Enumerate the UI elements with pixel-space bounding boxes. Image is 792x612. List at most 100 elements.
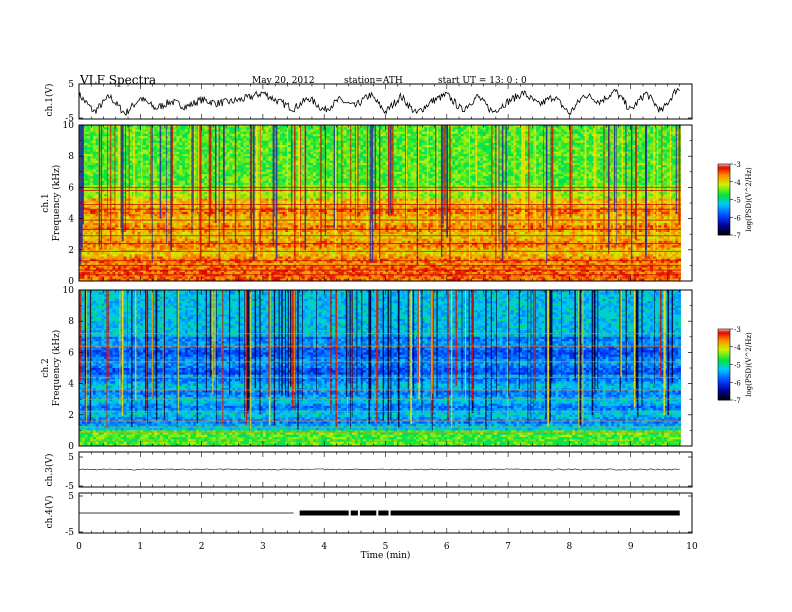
x-axis-label: Time (min) [361, 550, 411, 561]
colorbar-2-cell [718, 345, 730, 348]
colorbar-1-cell [718, 182, 730, 185]
colorbar-1-cell [718, 198, 730, 200]
colorbar-2-cell [718, 377, 730, 380]
colorbar-2-cell [718, 394, 730, 396]
start-time-label: start UT = 13: 0 : 0 [438, 76, 527, 86]
spectrogram-1-ytick-4: 4 [68, 215, 74, 225]
ch4-waveform-ylabel: ch.4(V) [44, 496, 55, 529]
colorbar-2-cell [718, 359, 730, 362]
colorbar-2-ticklabel--5: -5 [734, 362, 741, 370]
colorbar-1-cell [718, 206, 730, 209]
colorbar-1-cell [718, 191, 730, 193]
ch4-ytick-neg5: -5 [65, 528, 74, 538]
colorbar-2-cell [718, 381, 730, 383]
colorbar-2-cell [718, 396, 730, 399]
colorbar-2-cell [718, 358, 730, 361]
colorbar-1-ticklabel--7: -7 [734, 232, 741, 240]
colorbar-2-cell [718, 360, 730, 363]
colorbar-1-cell [718, 179, 730, 181]
colorbar-1-cell [718, 225, 730, 228]
colorbar-1-cell [718, 174, 730, 177]
colorbar-2-cell [718, 391, 730, 394]
colorbar-1-cell [718, 187, 730, 190]
colorbar-2-cell [718, 376, 730, 378]
colorbar-2-cell [718, 330, 730, 332]
colorbar-2-cell [718, 336, 730, 338]
colorbar-2-cell [718, 329, 730, 331]
spectrogram-1-ytick-8: 8 [68, 152, 74, 162]
colorbar-2-cell [718, 382, 730, 384]
colorbar-2-cell [718, 375, 730, 377]
colorbar-2-cell [718, 389, 730, 391]
colorbar-2-cell [718, 386, 730, 389]
colorbar-1-cell [718, 165, 730, 167]
colorbar-2-cell [718, 346, 730, 349]
xtick-label-2: 2 [199, 542, 205, 552]
ch3-ytick-5: 5 [68, 453, 74, 463]
ch1-waveform-line [78, 87, 680, 116]
spectrogram-2-ytick-2: 2 [68, 411, 74, 421]
spectrogram-2-ytick-4: 4 [68, 380, 74, 390]
colorbar-1-cell [718, 207, 730, 210]
ch3-ytick-neg5: -5 [65, 482, 74, 492]
colorbar-2-cell [718, 352, 730, 355]
colorbar-1-cell [718, 166, 730, 168]
colorbar-1-cell [718, 216, 730, 218]
spectrogram-1-ylabel: Frequency (kHz) [51, 165, 62, 242]
colorbar-1-cell [718, 223, 730, 225]
xtick-label-0: 0 [76, 542, 82, 552]
xtick-label-7: 7 [505, 542, 511, 552]
colorbar-2-cell [718, 398, 730, 401]
xtick-label-6: 6 [444, 542, 450, 552]
colorbar-2-cell [718, 357, 730, 359]
colorbar-1-cell [718, 188, 730, 191]
ch4-waveform-line-active [299, 510, 680, 516]
colorbar-2-cell [718, 350, 730, 352]
spectrogram-1-ytick-2: 2 [68, 246, 74, 256]
colorbar-1-cell [718, 229, 730, 231]
colorbar-1-cell [718, 192, 730, 194]
ch3-waveform-line [78, 468, 680, 471]
colorbar-2-cell [718, 347, 730, 350]
colorbar-1-ticklabel--3: -3 [734, 161, 741, 169]
colorbar-2-cell [718, 344, 730, 346]
colorbar-1-cell [718, 193, 730, 196]
colorbar-1-ticklabel--5: -5 [734, 197, 741, 205]
colorbar-1-cell [718, 194, 730, 197]
colorbar-1-cell [718, 213, 730, 216]
colorbar-1-cell [718, 180, 730, 183]
colorbar-1-cell [718, 231, 730, 234]
ch4-gap [388, 510, 391, 516]
ch4-ytick-5: 5 [68, 492, 74, 502]
colorbar-2-cell [718, 363, 730, 365]
colorbar-1-cell [718, 169, 730, 172]
xtick-label-8: 8 [567, 542, 573, 552]
colorbar-2-cell [718, 385, 730, 388]
colorbar-1-cell [718, 200, 730, 203]
colorbar-1-cell [718, 199, 730, 202]
colorbar-1-cell [718, 164, 730, 166]
spectrogram-1 [79, 125, 693, 282]
colorbar-2-cell [718, 366, 730, 369]
colorbar-1-cell [718, 186, 730, 189]
colorbar-2-cell [718, 343, 730, 345]
spectrogram-2-ylabel: Frequency (kHz) [51, 330, 62, 407]
ch1-ytick-5: 5 [68, 80, 74, 90]
colorbar-2-cell [718, 371, 730, 374]
colorbar-1-cell [718, 168, 730, 171]
colorbar-2-cell [718, 333, 730, 336]
spectrogram-2-ytick-8: 8 [68, 317, 74, 327]
colorbar-2-cell [718, 370, 730, 372]
colorbar-1-ticklabel--6: -6 [734, 214, 741, 222]
colorbar-2-label: log(PSD)(V^2/Hz) [745, 332, 753, 397]
colorbar-1-cell [718, 211, 730, 213]
colorbar-2-cell [718, 372, 730, 375]
colorbar-1-cell [718, 219, 730, 222]
colorbar-2-cell [718, 356, 730, 358]
spectrogram-1-ytick-6: 6 [68, 183, 74, 193]
xtick-label-9: 9 [628, 542, 634, 552]
colorbar-2-cell [718, 334, 730, 337]
colorbar-1-cell [718, 210, 730, 212]
colorbar-1-cell [718, 221, 730, 224]
